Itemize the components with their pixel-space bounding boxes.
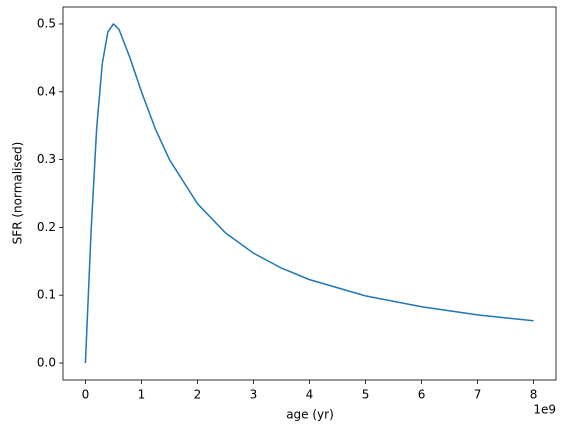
x-tick-label: 6 bbox=[418, 388, 426, 402]
x-tick-label: 1 bbox=[138, 388, 146, 402]
x-tick-label: 0 bbox=[82, 388, 90, 402]
axes-frame bbox=[62, 6, 557, 381]
x-axis-label: age (yr) bbox=[286, 408, 334, 422]
line-series bbox=[84, 23, 534, 364]
y-tick-label: 0.0 bbox=[37, 356, 56, 370]
y-axis-label: SFR (normalised) bbox=[11, 142, 25, 245]
y-tick-label: 0.5 bbox=[37, 16, 56, 30]
x-tick-label: 7 bbox=[474, 388, 482, 402]
x-tick-label: 3 bbox=[250, 388, 258, 402]
y-tick-label: 0.2 bbox=[37, 220, 56, 234]
y-tick-label: 0.3 bbox=[37, 152, 56, 166]
y-tick-label: 0.1 bbox=[37, 288, 56, 302]
x-offset-text: 1e9 bbox=[533, 403, 556, 417]
y-tick-label: 0.4 bbox=[37, 84, 56, 98]
x-tick-label: 4 bbox=[306, 388, 314, 402]
x-tick-label: 5 bbox=[362, 388, 370, 402]
x-tick-label: 8 bbox=[530, 388, 538, 402]
x-tick-label: 2 bbox=[194, 388, 202, 402]
